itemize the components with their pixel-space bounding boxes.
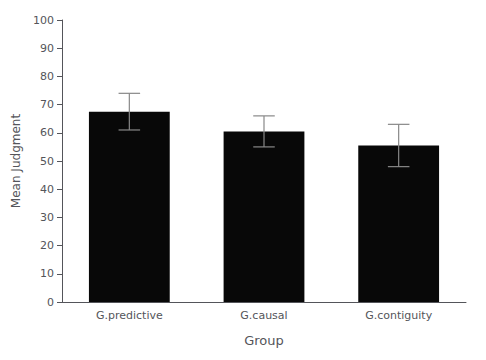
svg-text:60: 60 — [40, 126, 54, 139]
svg-text:Mean Judgment: Mean Judgment — [9, 114, 23, 209]
svg-text:G.predictive: G.predictive — [96, 309, 163, 322]
svg-text:50: 50 — [40, 155, 54, 168]
svg-text:70: 70 — [40, 98, 54, 111]
svg-text:100: 100 — [33, 14, 54, 27]
svg-text:G.causal: G.causal — [240, 309, 287, 322]
svg-text:40: 40 — [40, 183, 54, 196]
svg-text:0: 0 — [47, 296, 54, 309]
svg-text:80: 80 — [40, 70, 54, 83]
svg-text:30: 30 — [40, 211, 54, 224]
svg-text:20: 20 — [40, 239, 54, 252]
svg-text:90: 90 — [40, 42, 54, 55]
svg-text:10: 10 — [40, 267, 54, 280]
svg-text:G.contiguity: G.contiguity — [365, 309, 432, 322]
svg-text:Group: Group — [244, 333, 284, 348]
